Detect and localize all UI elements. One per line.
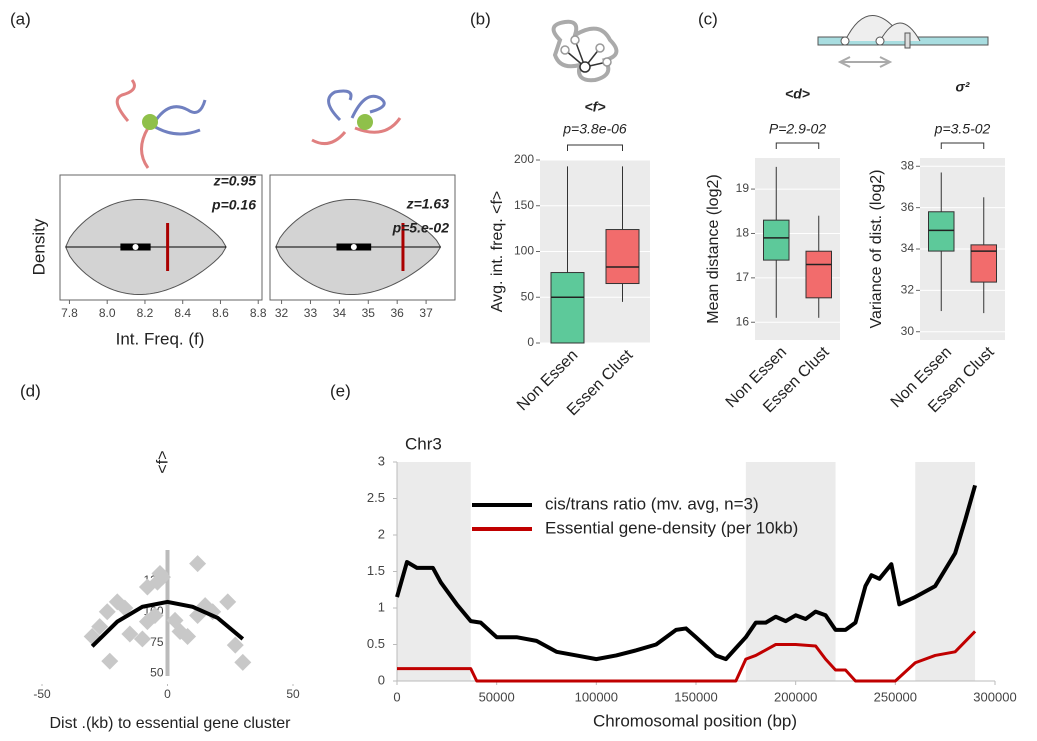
y-tick-label: 34 bbox=[901, 241, 915, 255]
x-tick-label: 100000 bbox=[575, 689, 618, 704]
box bbox=[806, 251, 832, 298]
annotation: p=5.e-02 bbox=[392, 220, 450, 236]
p-value: p=3.5-02 bbox=[934, 121, 991, 137]
median bbox=[133, 244, 139, 250]
x-tick-label: -50 bbox=[33, 687, 51, 701]
x-tick-label: 8.2 bbox=[137, 306, 154, 320]
x-axis-title: Int. Freq. (f) bbox=[116, 329, 205, 348]
y-tick-label: 0 bbox=[527, 335, 534, 349]
x-tick-label: 37 bbox=[419, 306, 433, 320]
y-tick-label: 1 bbox=[378, 599, 385, 614]
x-axis-title: Dist .(kb) to essential gene cluster bbox=[50, 715, 292, 732]
y-tick-label: 1.5 bbox=[367, 563, 385, 578]
x-tick-label: 0 bbox=[164, 687, 171, 701]
x-tick-label: 34 bbox=[333, 306, 347, 320]
y-tick-label: 0 bbox=[378, 672, 385, 687]
y-tick-label: 36 bbox=[901, 200, 915, 214]
y-tick-label: 17 bbox=[736, 270, 750, 284]
annotation: p=0.16 bbox=[211, 197, 256, 213]
molecule-icon bbox=[117, 80, 400, 168]
y-tick-label: 32 bbox=[901, 283, 915, 297]
point bbox=[234, 654, 251, 671]
x-tick-label: 7.8 bbox=[61, 306, 78, 320]
y-tick-label: 150 bbox=[514, 198, 534, 212]
y-tick-label: 75 bbox=[150, 635, 164, 649]
y-tick-label: 19 bbox=[736, 181, 750, 195]
box bbox=[764, 220, 790, 260]
y-tick-label: 16 bbox=[736, 314, 750, 328]
y-axis-title: Avg. int. freq. <f> bbox=[489, 191, 506, 313]
x-tick-label: 300000 bbox=[973, 689, 1016, 704]
y-tick-label: 0.5 bbox=[367, 636, 385, 651]
point bbox=[101, 653, 118, 670]
x-tick-label: 8.0 bbox=[99, 306, 116, 320]
x-tick-label: 150000 bbox=[674, 689, 717, 704]
series-line bbox=[397, 631, 975, 681]
panel-label: (d) bbox=[20, 381, 41, 400]
box bbox=[606, 230, 639, 284]
chart-title: <f> bbox=[584, 99, 605, 115]
y-tick-label: 200 bbox=[514, 152, 534, 166]
arc-icon bbox=[818, 16, 988, 68]
x-tick-label: 50000 bbox=[479, 689, 515, 704]
x-tick-label: 250000 bbox=[874, 689, 917, 704]
y-tick-label: 50 bbox=[521, 289, 535, 303]
figure: 7.88.08.28.48.68.8z=0.95p=0.163233343536… bbox=[0, 0, 1037, 741]
point bbox=[189, 555, 206, 572]
panel-label: (a) bbox=[10, 9, 31, 28]
y-tick-label: 100 bbox=[514, 244, 534, 258]
y-axis-title: Mean distance (log2) bbox=[705, 174, 722, 323]
x-tick-label: 0 bbox=[393, 689, 400, 704]
y-tick-label: 50 bbox=[150, 666, 164, 680]
y-tick-label: 30 bbox=[901, 324, 915, 338]
legend-label: Essential gene-density (per 10kb) bbox=[545, 518, 798, 537]
y-tick-label: 18 bbox=[736, 226, 750, 240]
annotation: z=0.95 bbox=[213, 173, 257, 189]
bracket bbox=[941, 143, 984, 149]
box bbox=[551, 273, 584, 343]
p-value: P=2.9-02 bbox=[769, 121, 826, 137]
chart-title: <d> bbox=[785, 86, 810, 102]
legend-label: cis/trans ratio (mv. avg, n=3) bbox=[545, 494, 759, 513]
p-value: p=3.8e-06 bbox=[562, 121, 627, 137]
x-axis-title: Chromosomal position (bp) bbox=[593, 711, 797, 730]
x-tick-label: 35 bbox=[362, 306, 376, 320]
box bbox=[929, 212, 955, 251]
y-tick-label: 2.5 bbox=[367, 490, 385, 505]
highlight-region bbox=[746, 462, 836, 681]
panel-label: (e) bbox=[330, 381, 351, 400]
x-tick-label: 33 bbox=[304, 306, 318, 320]
y-tick-label: 38 bbox=[901, 158, 915, 172]
panel-label: (b) bbox=[470, 9, 491, 28]
x-tick-label: 50 bbox=[286, 687, 300, 701]
network-icon bbox=[554, 22, 617, 80]
median bbox=[351, 244, 357, 250]
y-axis-title: Variance of dist. (log2) bbox=[868, 170, 885, 329]
annotation: z=1.63 bbox=[406, 196, 450, 212]
y-tick-label: 2 bbox=[378, 526, 385, 541]
point bbox=[219, 593, 236, 610]
y-axis-title: Density bbox=[29, 218, 48, 275]
x-tick-label: 32 bbox=[275, 306, 289, 320]
y-axis-title: <f> bbox=[155, 450, 172, 473]
chart-title: σ² bbox=[956, 79, 970, 95]
panel-label: (c) bbox=[698, 9, 718, 28]
bracket bbox=[776, 143, 819, 149]
bracket bbox=[568, 145, 623, 151]
x-tick-label: 8.4 bbox=[174, 306, 191, 320]
x-tick-label: 8.8 bbox=[250, 306, 267, 320]
x-tick-label: 36 bbox=[391, 306, 405, 320]
y-tick-label: 3 bbox=[378, 453, 385, 468]
x-tick-label: 200000 bbox=[774, 689, 817, 704]
x-tick-label: 8.6 bbox=[212, 306, 229, 320]
annotation: Chr3 bbox=[405, 434, 442, 453]
